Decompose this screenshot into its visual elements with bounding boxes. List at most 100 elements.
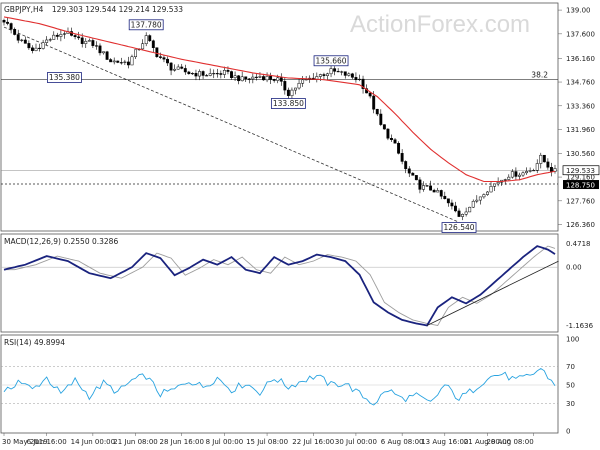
candle-body xyxy=(158,56,162,58)
macd-layer xyxy=(1,245,559,327)
candle-body xyxy=(304,79,308,81)
candle-body xyxy=(461,214,465,217)
candle-body xyxy=(166,58,169,64)
candle-body xyxy=(251,76,255,80)
candle-body xyxy=(169,62,173,71)
price-tick-label: 134.760 xyxy=(566,79,595,87)
candle-body xyxy=(297,82,301,89)
x-tick-label: 13 Aug 16:00 xyxy=(421,438,468,446)
candle-body xyxy=(276,77,280,81)
candle-body xyxy=(55,34,59,37)
candle-body xyxy=(542,154,546,163)
candle-body xyxy=(38,47,41,49)
candle-body xyxy=(368,92,372,97)
annotation-label: 135.660 xyxy=(316,56,347,65)
candle-body xyxy=(521,172,525,176)
candle-body xyxy=(464,211,468,215)
candle-body xyxy=(187,71,191,75)
candle-body xyxy=(59,34,63,37)
x-tick-label: 6 Jun 16:00 xyxy=(27,438,67,446)
x-tick-label: 6 Aug 08:00 xyxy=(381,438,424,446)
candle-body xyxy=(404,161,408,170)
candle-body xyxy=(148,35,152,42)
candle-body xyxy=(62,33,66,35)
moving-average-line xyxy=(3,16,556,183)
rsi-title: RSI(14) 49.8994 xyxy=(4,338,65,347)
candle-body xyxy=(514,171,518,177)
candle-body xyxy=(354,77,358,81)
candle-body xyxy=(539,154,543,164)
macd-tick-label: 0.4718 xyxy=(566,240,591,248)
price-tick-label: 139.00 xyxy=(566,7,591,15)
candle-body xyxy=(258,76,262,78)
price-tick-label: 129.160 xyxy=(566,174,595,182)
x-tick-label: 28 Aug 08:00 xyxy=(486,438,533,446)
annotation-label: 137.780 xyxy=(131,20,162,29)
candle-body xyxy=(226,70,230,72)
watermark: ActionForex.com xyxy=(350,11,530,38)
annotation-label: 135.380 xyxy=(49,73,80,82)
candle-body xyxy=(336,71,340,73)
candle-body xyxy=(510,171,514,178)
candle-body xyxy=(496,182,500,185)
current-price-tag xyxy=(562,165,600,176)
candle-body xyxy=(254,76,258,78)
fib-level-label: 38.2 xyxy=(531,71,548,80)
candle-body xyxy=(446,198,450,204)
candle-body xyxy=(436,190,440,193)
candle-body xyxy=(162,57,166,60)
macd-line xyxy=(3,245,556,327)
candle-body xyxy=(375,108,379,115)
candle-body xyxy=(549,167,553,172)
candle-body xyxy=(400,153,404,162)
candle-body xyxy=(123,61,127,63)
rsi-tick-label: 100 xyxy=(566,336,579,344)
x-tick-label: 21 Jun 08:00 xyxy=(113,438,157,446)
price-tick-label: 131.960 xyxy=(566,126,595,134)
price-trendline xyxy=(3,26,460,223)
candle-body xyxy=(340,71,344,73)
candle-body xyxy=(105,51,109,60)
candle-body xyxy=(382,124,386,130)
candle-body xyxy=(418,179,422,190)
rsi-tick-label: 30 xyxy=(566,400,575,408)
candle-body xyxy=(155,47,159,57)
annotation-label: 133.850 xyxy=(273,99,304,108)
candle-body xyxy=(109,59,113,63)
candle-body xyxy=(77,36,81,39)
candle-body xyxy=(183,68,187,73)
ohlc-label: 129.303 129.544 129.214 129.533 xyxy=(52,5,183,14)
candle-body xyxy=(379,113,383,125)
candle-body xyxy=(425,185,429,187)
candle-body xyxy=(432,189,436,193)
candle-body xyxy=(215,73,219,75)
rsi-tick-label: 50 xyxy=(566,382,575,390)
x-tick-label: 28 Jun 16:00 xyxy=(160,438,204,446)
candle-body xyxy=(173,68,177,71)
candle-body xyxy=(279,77,283,82)
candle-body xyxy=(52,34,56,40)
y-axis-labels: 139.00 137.600 136.160 134.760 133.360 131.96… xyxy=(558,7,600,436)
rsi-line xyxy=(3,367,556,406)
candle-body xyxy=(450,202,454,207)
x-tick-label: 8 Jul 00:00 xyxy=(206,438,244,446)
annotation-box xyxy=(441,222,477,233)
candle-body xyxy=(30,47,34,51)
price-tick-label: 130.560 xyxy=(566,150,595,158)
candle-body xyxy=(119,62,123,64)
macd-signal-line xyxy=(4,245,556,327)
candle-body xyxy=(322,74,326,76)
macd-panel-frame xyxy=(0,233,559,333)
candle-body xyxy=(326,73,329,76)
candle-body xyxy=(443,195,447,200)
candle-body xyxy=(194,73,198,77)
candle-body xyxy=(294,87,297,91)
candle-body xyxy=(212,73,216,75)
candle-body xyxy=(468,206,472,213)
price-layer: 38.2 xyxy=(1,16,558,223)
candle-body xyxy=(390,137,393,140)
candle-body xyxy=(397,142,401,154)
macd-tick-label: -1.1636 xyxy=(566,322,594,330)
candle-body xyxy=(265,76,269,81)
